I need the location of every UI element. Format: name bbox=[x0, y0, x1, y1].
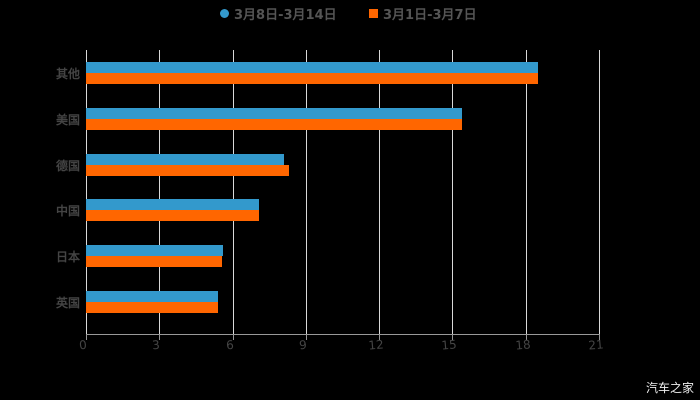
square-marker-icon bbox=[369, 9, 378, 18]
gridline bbox=[233, 50, 234, 335]
x-tick bbox=[379, 334, 380, 340]
bar-series-2[interactable] bbox=[86, 302, 218, 313]
chart-legend: 3月8日-3月14日 3月1日-3月7日 bbox=[0, 4, 700, 24]
bar-series-1[interactable] bbox=[86, 62, 538, 73]
y-category-label: 英国 bbox=[55, 296, 80, 310]
gridline bbox=[599, 50, 600, 335]
x-tick-label: 9 bbox=[298, 337, 308, 353]
bar-series-2[interactable] bbox=[86, 119, 462, 130]
circle-marker-icon bbox=[220, 9, 229, 18]
bar-series-2[interactable] bbox=[86, 73, 538, 84]
legend-item-series-2[interactable]: 3月1日-3月7日 bbox=[369, 4, 477, 23]
x-tick-label: 21 bbox=[587, 337, 605, 353]
bar-series-1[interactable] bbox=[86, 291, 218, 302]
bar-series-2[interactable] bbox=[86, 256, 222, 267]
bar-series-2[interactable] bbox=[86, 165, 289, 176]
x-tick bbox=[233, 334, 234, 340]
legend-label: 3月8日-3月14日 bbox=[234, 8, 337, 23]
watermark: 汽车之家 bbox=[645, 381, 694, 395]
gridline bbox=[452, 50, 453, 335]
x-tick-label: 15 bbox=[440, 337, 458, 353]
gridline bbox=[159, 50, 160, 335]
bar-series-1[interactable] bbox=[86, 154, 284, 165]
x-axis bbox=[86, 334, 600, 335]
y-category-label: 中国 bbox=[55, 204, 80, 218]
bar-series-1[interactable] bbox=[86, 199, 259, 210]
x-tick-label: 6 bbox=[225, 337, 235, 353]
x-tick-label: 0 bbox=[78, 337, 88, 353]
legend-item-series-1[interactable]: 3月8日-3月14日 bbox=[220, 4, 337, 23]
x-tick bbox=[599, 334, 600, 340]
gridline bbox=[526, 50, 527, 335]
bar-series-1[interactable] bbox=[86, 245, 223, 256]
legend-label: 3月1日-3月7日 bbox=[383, 8, 477, 23]
x-tick bbox=[159, 334, 160, 340]
x-tick bbox=[86, 334, 87, 340]
bar-series-1[interactable] bbox=[86, 108, 462, 119]
y-category-label: 日本 bbox=[55, 250, 80, 264]
bar-series-2[interactable] bbox=[86, 210, 259, 221]
y-category-label: 德国 bbox=[55, 159, 80, 173]
x-tick-label: 12 bbox=[367, 337, 385, 353]
y-category-label: 美国 bbox=[55, 113, 80, 127]
gridline bbox=[306, 50, 307, 335]
x-tick bbox=[452, 334, 453, 340]
x-tick bbox=[306, 334, 307, 340]
x-tick-label: 18 bbox=[514, 337, 532, 353]
y-category-label: 其他 bbox=[55, 67, 80, 81]
x-tick bbox=[526, 334, 527, 340]
gridline bbox=[379, 50, 380, 335]
gridline bbox=[86, 50, 87, 335]
x-tick-label: 3 bbox=[151, 337, 161, 353]
